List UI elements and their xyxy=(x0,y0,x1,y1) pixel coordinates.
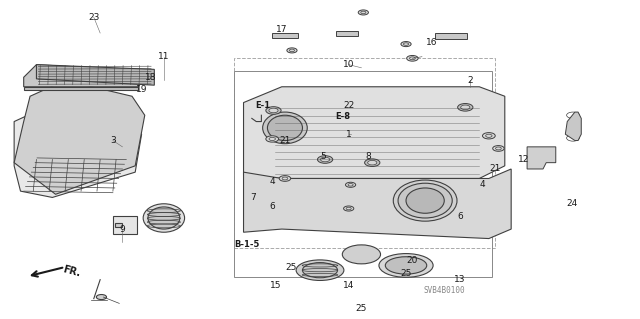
Text: E-8: E-8 xyxy=(335,112,350,121)
Circle shape xyxy=(367,160,377,165)
Text: 6: 6 xyxy=(269,203,275,211)
Text: 21: 21 xyxy=(490,165,501,174)
Circle shape xyxy=(346,182,356,187)
Ellipse shape xyxy=(379,254,433,277)
Circle shape xyxy=(97,294,106,300)
Text: 7: 7 xyxy=(250,193,256,202)
Text: 3: 3 xyxy=(110,136,116,145)
Circle shape xyxy=(287,48,297,53)
Circle shape xyxy=(266,107,281,114)
Text: SVB4B0100: SVB4B0100 xyxy=(424,286,465,295)
Circle shape xyxy=(401,41,411,47)
Circle shape xyxy=(358,10,369,15)
Polygon shape xyxy=(435,33,467,39)
Polygon shape xyxy=(527,147,556,169)
Circle shape xyxy=(461,105,470,110)
Circle shape xyxy=(458,104,473,111)
Circle shape xyxy=(406,56,418,61)
Text: 25: 25 xyxy=(285,263,297,271)
Text: 25: 25 xyxy=(356,304,367,313)
Bar xyxy=(113,216,137,234)
Circle shape xyxy=(483,133,495,139)
Text: 14: 14 xyxy=(343,281,355,291)
Text: 8: 8 xyxy=(365,152,371,161)
Text: 12: 12 xyxy=(518,155,529,164)
Ellipse shape xyxy=(385,257,427,274)
Text: 13: 13 xyxy=(454,275,466,284)
Circle shape xyxy=(321,157,330,162)
Text: 25: 25 xyxy=(401,269,412,278)
Ellipse shape xyxy=(303,263,337,278)
Text: FR.: FR. xyxy=(62,264,82,279)
Text: B-1-5: B-1-5 xyxy=(234,241,259,249)
Polygon shape xyxy=(565,112,581,141)
Polygon shape xyxy=(336,32,358,36)
Text: 16: 16 xyxy=(426,38,437,47)
Text: 5: 5 xyxy=(320,152,326,161)
Ellipse shape xyxy=(398,183,452,218)
Ellipse shape xyxy=(394,180,457,221)
Ellipse shape xyxy=(143,204,184,232)
Text: 19: 19 xyxy=(136,85,147,94)
Text: E-1: E-1 xyxy=(255,101,270,110)
Polygon shape xyxy=(14,103,141,197)
Circle shape xyxy=(344,206,354,211)
Circle shape xyxy=(266,136,278,142)
Text: 20: 20 xyxy=(406,256,418,265)
Bar xyxy=(234,71,492,277)
Circle shape xyxy=(317,156,333,163)
Text: 17: 17 xyxy=(276,25,287,34)
Text: 4: 4 xyxy=(479,180,485,189)
Ellipse shape xyxy=(342,245,381,264)
Polygon shape xyxy=(14,80,145,194)
Text: 23: 23 xyxy=(88,13,99,22)
Circle shape xyxy=(279,176,291,181)
Text: 11: 11 xyxy=(158,52,170,61)
Text: 15: 15 xyxy=(269,281,281,291)
Circle shape xyxy=(269,108,278,113)
Text: 1: 1 xyxy=(346,130,351,139)
Polygon shape xyxy=(24,65,148,87)
Circle shape xyxy=(365,159,380,167)
Text: 6: 6 xyxy=(458,212,463,221)
Circle shape xyxy=(493,145,504,151)
Text: 9: 9 xyxy=(120,225,125,234)
Text: 21: 21 xyxy=(279,136,291,145)
Text: 4: 4 xyxy=(269,177,275,186)
Bar xyxy=(115,223,122,227)
Ellipse shape xyxy=(268,115,303,141)
Polygon shape xyxy=(244,87,505,178)
Text: 10: 10 xyxy=(343,60,355,69)
Polygon shape xyxy=(244,169,511,239)
Text: 24: 24 xyxy=(566,199,577,208)
Ellipse shape xyxy=(296,260,344,280)
Polygon shape xyxy=(36,65,154,85)
Ellipse shape xyxy=(262,112,307,144)
Ellipse shape xyxy=(406,188,444,213)
Text: 22: 22 xyxy=(343,101,355,110)
Ellipse shape xyxy=(148,207,180,229)
Text: 18: 18 xyxy=(145,73,157,82)
Polygon shape xyxy=(272,33,298,38)
Polygon shape xyxy=(24,87,138,90)
Text: 2: 2 xyxy=(467,76,472,85)
Bar xyxy=(234,58,495,248)
